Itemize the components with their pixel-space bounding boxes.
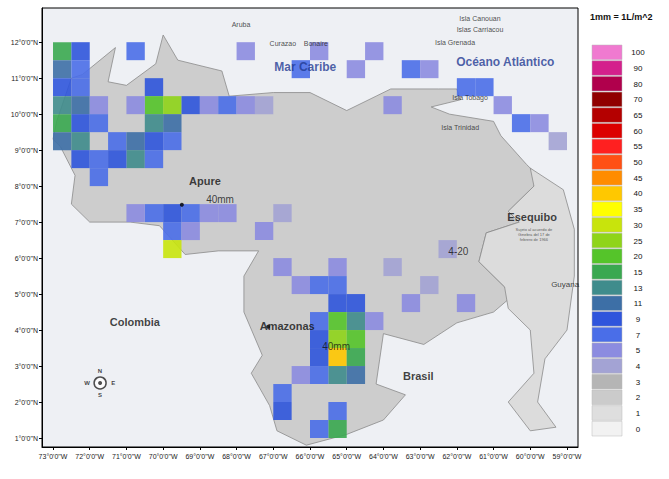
svg-text:63°0'0"W: 63°0'0"W bbox=[406, 453, 435, 460]
svg-text:40mm: 40mm bbox=[322, 341, 350, 352]
svg-text:60: 60 bbox=[634, 127, 643, 136]
svg-text:25: 25 bbox=[634, 237, 643, 246]
svg-text:20: 20 bbox=[634, 252, 643, 261]
svg-text:S: S bbox=[98, 392, 102, 398]
svg-text:72°0'0"W: 72°0'0"W bbox=[75, 453, 104, 460]
svg-text:12°0'0"N: 12°0'0"N bbox=[11, 39, 38, 46]
svg-text:E: E bbox=[111, 380, 115, 386]
svg-text:64°0'0"W: 64°0'0"W bbox=[369, 453, 398, 460]
svg-text:66°0'0"W: 66°0'0"W bbox=[296, 453, 325, 460]
svg-text:55: 55 bbox=[634, 142, 643, 151]
svg-text:40: 40 bbox=[634, 189, 643, 198]
svg-text:11°0'0"N: 11°0'0"N bbox=[11, 75, 38, 82]
svg-text:Isla Canouan: Isla Canouan bbox=[459, 15, 500, 22]
svg-text:Colombia: Colombia bbox=[110, 316, 161, 328]
svg-text:2°0'0"N: 2°0'0"N bbox=[15, 399, 38, 406]
svg-text:6°0'0"N: 6°0'0"N bbox=[15, 255, 38, 262]
svg-text:3°0'0"N: 3°0'0"N bbox=[15, 363, 38, 370]
svg-text:70°0'0"W: 70°0'0"W bbox=[149, 453, 178, 460]
svg-text:4°0'0"N: 4°0'0"N bbox=[15, 327, 38, 334]
svg-text:61°0'0"W: 61°0'0"W bbox=[479, 453, 508, 460]
svg-text:Brasil: Brasil bbox=[403, 370, 434, 382]
svg-text:Isla Trinidad: Isla Trinidad bbox=[441, 124, 479, 131]
svg-text:Esequibo: Esequibo bbox=[507, 211, 557, 223]
svg-text:1°0'0"N: 1°0'0"N bbox=[15, 435, 38, 442]
svg-text:68°0'0"W: 68°0'0"W bbox=[222, 453, 251, 460]
svg-text:65: 65 bbox=[634, 111, 643, 120]
svg-text:67°0'0"W: 67°0'0"W bbox=[259, 453, 288, 460]
svg-text:Océano Atlántico: Océano Atlántico bbox=[456, 55, 554, 69]
svg-text:30: 30 bbox=[634, 221, 643, 230]
svg-text:10°0'0"N: 10°0'0"N bbox=[11, 111, 38, 118]
svg-text:90: 90 bbox=[634, 64, 643, 73]
svg-text:1: 1 bbox=[636, 409, 641, 418]
svg-text:9°0'0"N: 9°0'0"N bbox=[15, 147, 38, 154]
svg-text:62°0'0"W: 62°0'0"W bbox=[442, 453, 471, 460]
svg-text:Sujeto al acuerdo de: Sujeto al acuerdo de bbox=[515, 227, 553, 233]
svg-text:1mm = 1L/m^2: 1mm = 1L/m^2 bbox=[590, 12, 653, 22]
svg-text:2: 2 bbox=[636, 393, 641, 402]
svg-text:59°0'0"W: 59°0'0"W bbox=[553, 453, 582, 460]
svg-text:71°0'0"W: 71°0'0"W bbox=[112, 453, 141, 460]
svg-text:70: 70 bbox=[634, 95, 643, 104]
svg-text:65°0'0"W: 65°0'0"W bbox=[332, 453, 361, 460]
svg-text:Curazao: Curazao bbox=[270, 40, 297, 47]
svg-text:Aruba: Aruba bbox=[232, 21, 251, 28]
svg-text:Bonaire: Bonaire bbox=[304, 40, 328, 47]
svg-text:13: 13 bbox=[634, 284, 643, 293]
svg-text:7: 7 bbox=[636, 331, 641, 340]
svg-text:4: 4 bbox=[636, 362, 641, 371]
svg-text:8°0'0"N: 8°0'0"N bbox=[15, 183, 38, 190]
svg-text:40mm: 40mm bbox=[206, 194, 234, 205]
svg-text:Isla Grenada: Isla Grenada bbox=[435, 39, 475, 46]
svg-text:45: 45 bbox=[634, 174, 643, 183]
svg-text:15: 15 bbox=[634, 268, 643, 277]
svg-text:febrero de 1966: febrero de 1966 bbox=[520, 237, 549, 242]
svg-text:W: W bbox=[84, 380, 90, 386]
svg-text:Guyana: Guyana bbox=[551, 280, 580, 289]
svg-text:5°0'0"N: 5°0'0"N bbox=[15, 291, 38, 298]
svg-text:5: 5 bbox=[636, 346, 641, 355]
svg-text:Islas Carriacou: Islas Carriacou bbox=[457, 26, 504, 33]
svg-text:Amazonas: Amazonas bbox=[260, 320, 315, 332]
svg-text:3: 3 bbox=[636, 378, 641, 387]
svg-text:Isla Tobago: Isla Tobago bbox=[452, 94, 488, 102]
svg-text:4-20: 4-20 bbox=[448, 246, 468, 257]
svg-text:7°0'0"N: 7°0'0"N bbox=[15, 219, 38, 226]
svg-text:N: N bbox=[98, 368, 102, 374]
svg-text:0: 0 bbox=[636, 425, 641, 434]
svg-text:9: 9 bbox=[636, 315, 641, 324]
svg-text:Apure: Apure bbox=[189, 175, 221, 187]
svg-text:50: 50 bbox=[634, 158, 643, 167]
svg-text:11: 11 bbox=[634, 299, 643, 308]
svg-text:73°0'0"W: 73°0'0"W bbox=[39, 453, 68, 460]
svg-text:Mar Caribe: Mar Caribe bbox=[274, 60, 336, 74]
svg-text:Ginebra del 17 de: Ginebra del 17 de bbox=[518, 232, 550, 238]
svg-text:100: 100 bbox=[631, 48, 645, 57]
svg-text:35: 35 bbox=[634, 205, 643, 214]
svg-text:60°0'0"W: 60°0'0"W bbox=[516, 453, 545, 460]
svg-text:69°0'0"W: 69°0'0"W bbox=[185, 453, 214, 460]
svg-text:80: 80 bbox=[634, 80, 643, 89]
